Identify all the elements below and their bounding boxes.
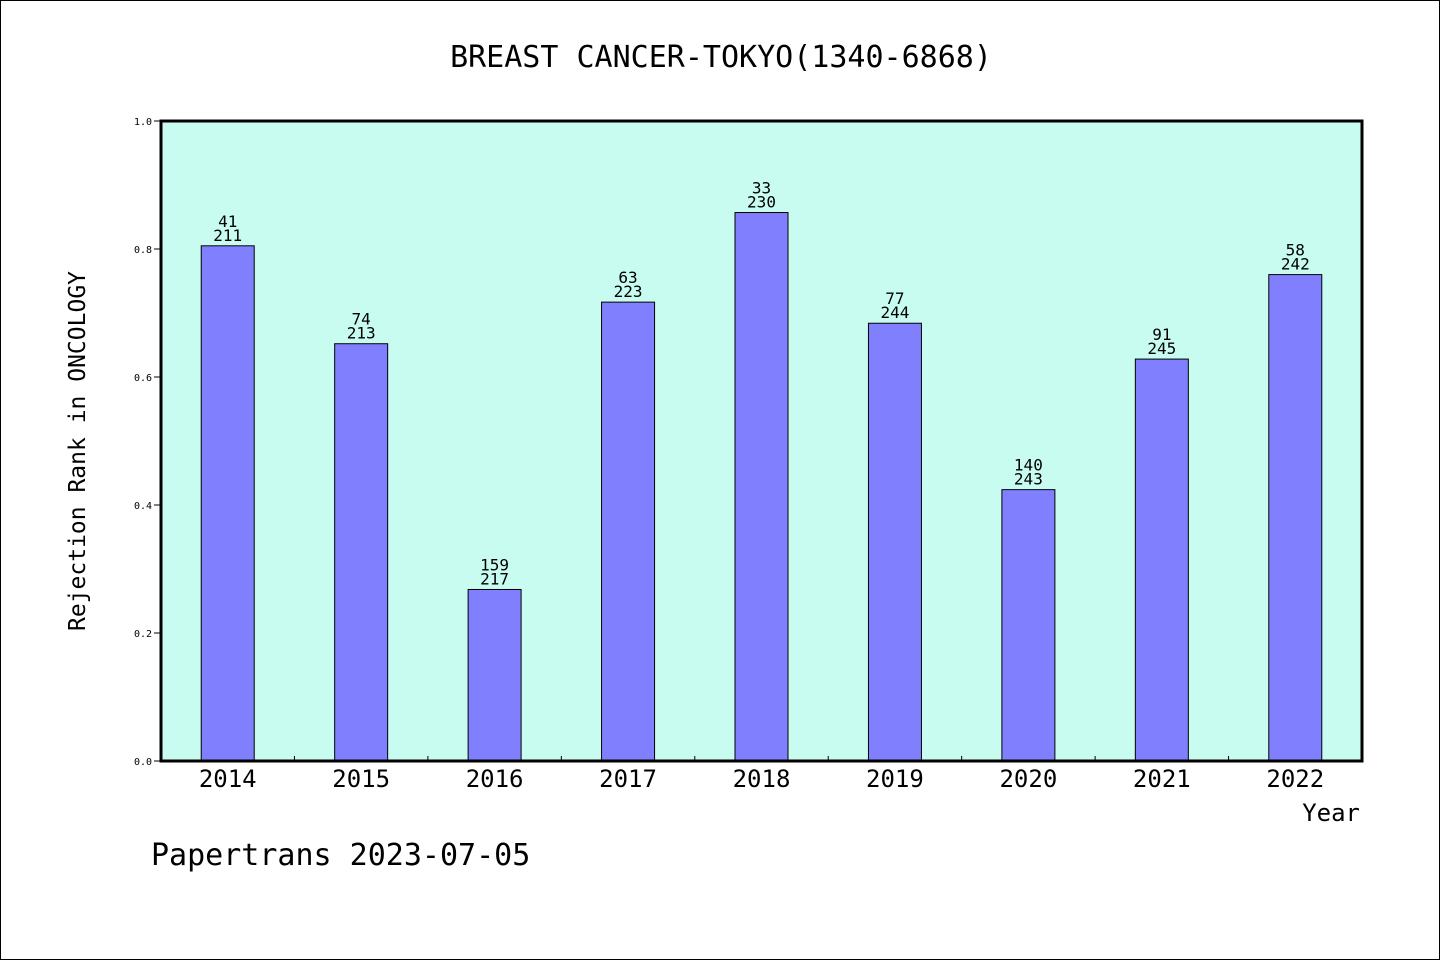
x-tick-label: 2015 xyxy=(332,765,390,793)
bar-label-bottom: 211 xyxy=(213,226,242,245)
y-tick-label: 0.2 xyxy=(134,629,152,640)
y-tick-label: 0.8 xyxy=(134,245,152,256)
bar-label-bottom: 217 xyxy=(480,569,509,588)
x-tick-label: 2022 xyxy=(1266,765,1324,793)
bar-2021 xyxy=(1134,358,1189,762)
y-tick-label: 0.0 xyxy=(134,757,152,768)
x-ticks: 2014 2015 2016 2017 2018 2019 2020 2021 2022 xyxy=(199,756,1324,793)
bar-label-bottom: 245 xyxy=(1147,339,1176,358)
x-tick-label: 2016 xyxy=(466,765,524,793)
bars-layer: 4121174213159217632233323077244140243912… xyxy=(200,179,1323,762)
plot-border xyxy=(159,119,1364,763)
bar-label-bottom: 242 xyxy=(1281,255,1310,274)
x-tick-label: 2014 xyxy=(199,765,257,793)
x-tick-label: 2017 xyxy=(599,765,657,793)
y-axis-label: Rejection Rank in ONCOLOGY xyxy=(65,271,91,631)
bar-label-top: 33 xyxy=(752,179,771,198)
bar-label-top: 159 xyxy=(480,555,509,574)
y-tick-label: 0.4 xyxy=(134,501,152,512)
bar-label-bottom: 213 xyxy=(347,324,376,343)
bar-2019 xyxy=(867,322,922,762)
x-tick-label: 2019 xyxy=(866,765,924,793)
bar-2016 xyxy=(467,588,522,762)
bar-label-top: 140 xyxy=(1014,456,1043,475)
bar-label-bottom: 243 xyxy=(1014,470,1043,489)
footer-note: Papertrans 2023-07-05 xyxy=(151,838,530,873)
bar-label-bottom: 223 xyxy=(614,282,643,301)
bar-label-top: 91 xyxy=(1152,325,1171,344)
bar-2022 xyxy=(1268,274,1323,762)
bar-label-top: 74 xyxy=(352,310,371,329)
bar-label-bottom: 230 xyxy=(747,193,776,212)
x-tick-label: 2020 xyxy=(999,765,1057,793)
bar-label-top: 63 xyxy=(618,268,637,287)
bar-label-top: 41 xyxy=(218,212,237,231)
x-axis-label: Year xyxy=(1302,799,1360,827)
bar-2018 xyxy=(734,212,789,762)
bar-2020 xyxy=(1001,489,1056,762)
bar-2015 xyxy=(334,343,389,762)
chart-title: BREAST CANCER-TOKYO(1340-6868) xyxy=(450,40,992,75)
bar-label-top: 58 xyxy=(1286,241,1305,260)
y-tick-label: 0.6 xyxy=(134,373,152,384)
bar-label-bottom: 244 xyxy=(880,303,909,322)
y-tick-label: 1.0 xyxy=(134,117,152,128)
y-ticks: 0.0 0.2 0.4 0.6 0.8 1.0 xyxy=(134,117,161,768)
x-tick-label: 2021 xyxy=(1133,765,1191,793)
bar-label-top: 77 xyxy=(885,289,904,308)
x-tick-label: 2018 xyxy=(733,765,791,793)
bar-2014 xyxy=(200,245,255,762)
bar-2017 xyxy=(601,301,656,762)
